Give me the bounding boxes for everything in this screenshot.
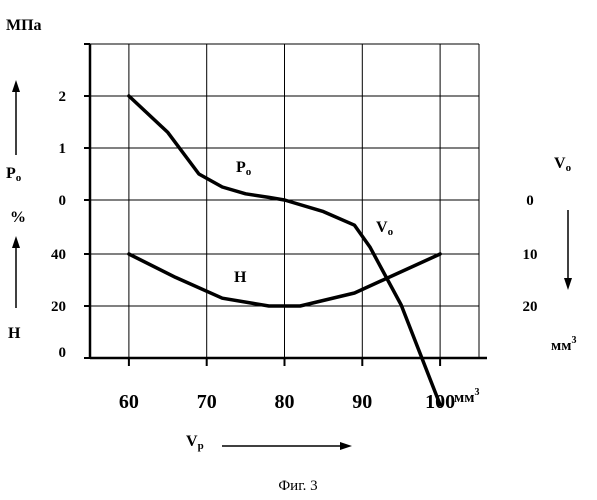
x-tick-label: 60 (119, 391, 139, 413)
p-tick-label: 2 (59, 89, 67, 105)
x-axis-unit-label: мм3 (454, 387, 479, 406)
x-axis-arrowhead (340, 442, 352, 450)
vo-tick-label: 0 (526, 193, 534, 209)
right-axis-unit-label: мм3 (551, 335, 576, 354)
vo-axis-arrowhead (564, 278, 572, 290)
p-axis-label: Po (6, 165, 22, 184)
tick-labels: 607080901002104020001020 (51, 89, 538, 413)
series-label-h: H (234, 269, 247, 286)
h-tick-label: 0 (59, 345, 67, 361)
x-tick-label: 90 (352, 391, 372, 413)
p-tick-label: 0 (59, 193, 67, 209)
figure-caption: Фиг. 3 (278, 478, 317, 494)
h-tick-label: 20 (51, 299, 66, 315)
right-axis-label: Vo (554, 155, 572, 174)
vo-tick-label: 20 (523, 299, 538, 315)
p-tick-label: 1 (59, 141, 67, 157)
series-label-po: Po (236, 159, 252, 178)
x-axis-label: Vp (186, 433, 204, 452)
series-label-vo: Vo (376, 219, 394, 238)
left-top-unit-label: МПа (6, 17, 42, 34)
x-tick-label: 80 (275, 391, 295, 413)
h-axis-arrowhead (12, 236, 20, 248)
h-axis-label: H (8, 325, 21, 342)
h-tick-label: 40 (51, 247, 66, 263)
x-tick-label: 70 (197, 391, 217, 413)
p-axis-arrowhead (12, 80, 20, 92)
left-bottom-unit-label: % (10, 209, 26, 226)
vo-tick-label: 10 (523, 247, 538, 263)
axes (84, 44, 487, 366)
